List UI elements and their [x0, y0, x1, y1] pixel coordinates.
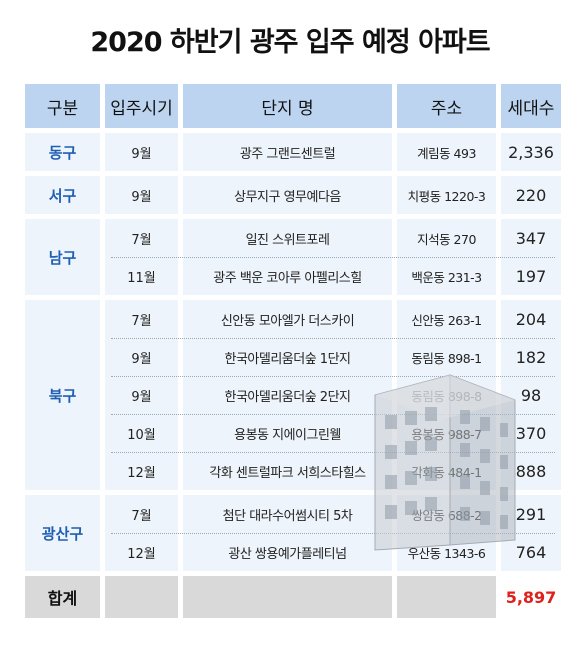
address-cell: 지석동 270	[417, 231, 476, 247]
header-region: 구분	[25, 84, 100, 128]
row-divider	[111, 533, 555, 534]
group-column-background	[105, 300, 178, 490]
households-cell: 98	[520, 385, 542, 405]
address-cell: 쌍암동 688-2	[411, 507, 482, 523]
header-address: 주소	[397, 84, 496, 128]
households-cell: 888	[515, 461, 547, 481]
group-column-background	[183, 300, 392, 490]
row-divider	[111, 257, 555, 258]
region-cell: 광산구	[25, 495, 100, 571]
group-column-background	[501, 176, 561, 214]
group-column-background	[105, 176, 178, 214]
complex-name-cell: 첨단 대라수어썸시티 5차	[222, 508, 353, 524]
complex-name-cell: 광주 백운 코아루 아펠리스힐	[213, 270, 362, 286]
total-blank-cell	[105, 576, 178, 618]
group-column-background	[397, 176, 496, 214]
households-cell: 2,336	[508, 142, 554, 162]
header-complex: 단지 명	[183, 84, 392, 128]
group-column-background	[183, 176, 392, 214]
complex-name-cell: 광산 쌍용예가플레티넘	[228, 546, 347, 562]
households-cell: 220	[515, 185, 547, 205]
row-divider	[111, 452, 555, 453]
move-in-cell: 9월	[131, 146, 152, 162]
complex-name-cell: 한국아델리움더숲 2단지	[224, 389, 351, 405]
group-column-background	[397, 133, 496, 171]
move-in-cell: 9월	[131, 189, 152, 205]
row-divider	[111, 376, 555, 377]
address-cell: 신안동 263-1	[411, 312, 482, 328]
region-cell: 서구	[25, 176, 100, 214]
households-cell: 370	[515, 423, 547, 443]
address-cell: 동림동 898-1	[411, 350, 482, 366]
complex-name-cell: 광주 그랜드센트럴	[239, 146, 336, 162]
row-divider	[111, 338, 555, 339]
address-cell: 치평동 1220-3	[407, 188, 486, 204]
move-in-cell: 10월	[127, 427, 156, 443]
move-in-cell: 7월	[131, 313, 152, 329]
move-in-cell: 11월	[127, 270, 156, 286]
complex-name-cell: 용봉동 지에이그린웰	[234, 427, 341, 443]
group-column-background	[105, 133, 178, 171]
total-blank-cell	[183, 576, 392, 618]
header-move-in: 입주시기	[105, 84, 178, 128]
page-title: 2020 하반기 광주 입주 예정 아파트	[90, 27, 490, 58]
address-cell: 계림동 493	[417, 145, 476, 161]
group-column-background	[183, 133, 392, 171]
move-in-cell: 7월	[131, 232, 152, 248]
total-households: 5,897	[501, 576, 561, 618]
region-cell: 북구	[25, 300, 100, 490]
row-divider	[111, 414, 555, 415]
complex-name-cell: 신안동 모아엘가 더스카이	[220, 313, 355, 329]
complex-name-cell: 상무지구 영무예다음	[234, 189, 341, 205]
total-label: 합계	[25, 576, 100, 618]
region-cell: 남구	[25, 219, 100, 295]
move-in-cell: 7월	[131, 508, 152, 524]
address-cell: 백운동 231-3	[411, 269, 482, 285]
households-cell: 764	[515, 542, 547, 562]
households-cell: 291	[515, 504, 547, 524]
address-cell: 동림동 898-8	[411, 388, 482, 404]
address-cell: 각화동 484-1	[411, 464, 482, 480]
move-in-cell: 9월	[131, 351, 152, 367]
households-cell: 182	[515, 347, 547, 367]
households-cell: 347	[515, 228, 547, 248]
region-cell: 동구	[25, 133, 100, 171]
complex-name-cell: 한국아델리움더숲 1단지	[224, 351, 351, 367]
move-in-cell: 9월	[131, 389, 152, 405]
group-column-background	[501, 133, 561, 171]
complex-name-cell: 각화 센트럴파크 서희스타힐스	[209, 465, 366, 481]
move-in-cell: 12월	[127, 546, 156, 562]
header-households: 세대수	[501, 84, 561, 128]
total-blank-cell	[397, 576, 496, 618]
households-cell: 204	[515, 309, 547, 329]
address-cell: 용봉동 988-7	[411, 426, 482, 442]
address-cell: 우산동 1343-6	[407, 545, 486, 561]
households-cell: 197	[515, 266, 547, 286]
move-in-cell: 12월	[127, 465, 156, 481]
complex-name-cell: 일진 스위트포레	[245, 232, 330, 248]
